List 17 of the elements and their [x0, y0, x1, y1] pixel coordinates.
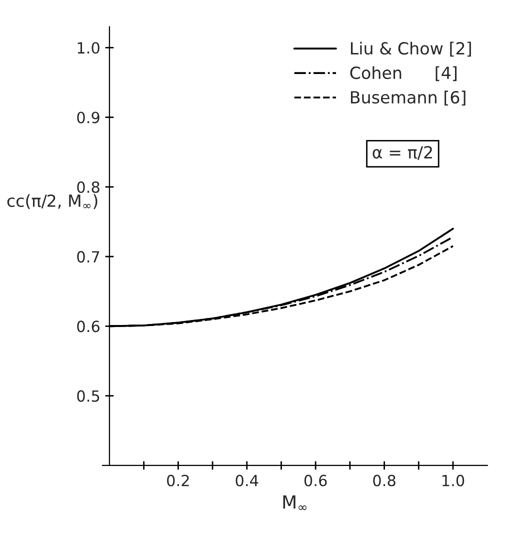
x-tick-label: 0.4: [236, 474, 258, 486]
x-axis-title: M$_{∞}$: [283, 495, 306, 510]
y-tick-label: 0.6: [77, 320, 100, 332]
legend-label: Busemann [6]: [350, 90, 466, 106]
x-tick-label: 0.6: [304, 474, 327, 486]
x-tick-label: 0.8: [373, 474, 396, 486]
legend-label: Cohen [4]: [350, 66, 457, 82]
y-tick-label: 0.9: [77, 112, 100, 124]
y-tick-label: 0.5: [77, 390, 100, 402]
y-tick-label: 1.0: [78, 42, 100, 54]
x-tick-label: 1.0: [442, 474, 464, 486]
y-tick-label: 0.7: [77, 251, 100, 263]
y-tick-label: 0.8: [77, 181, 100, 193]
x-tick-label: 0.2: [167, 474, 189, 486]
legend-label: Liu & Chow [2]: [350, 42, 471, 57]
annotation: α = π/2: [372, 146, 432, 160]
y-axis-title: cc(π/2, M$_{∞}$): [7, 194, 98, 210]
